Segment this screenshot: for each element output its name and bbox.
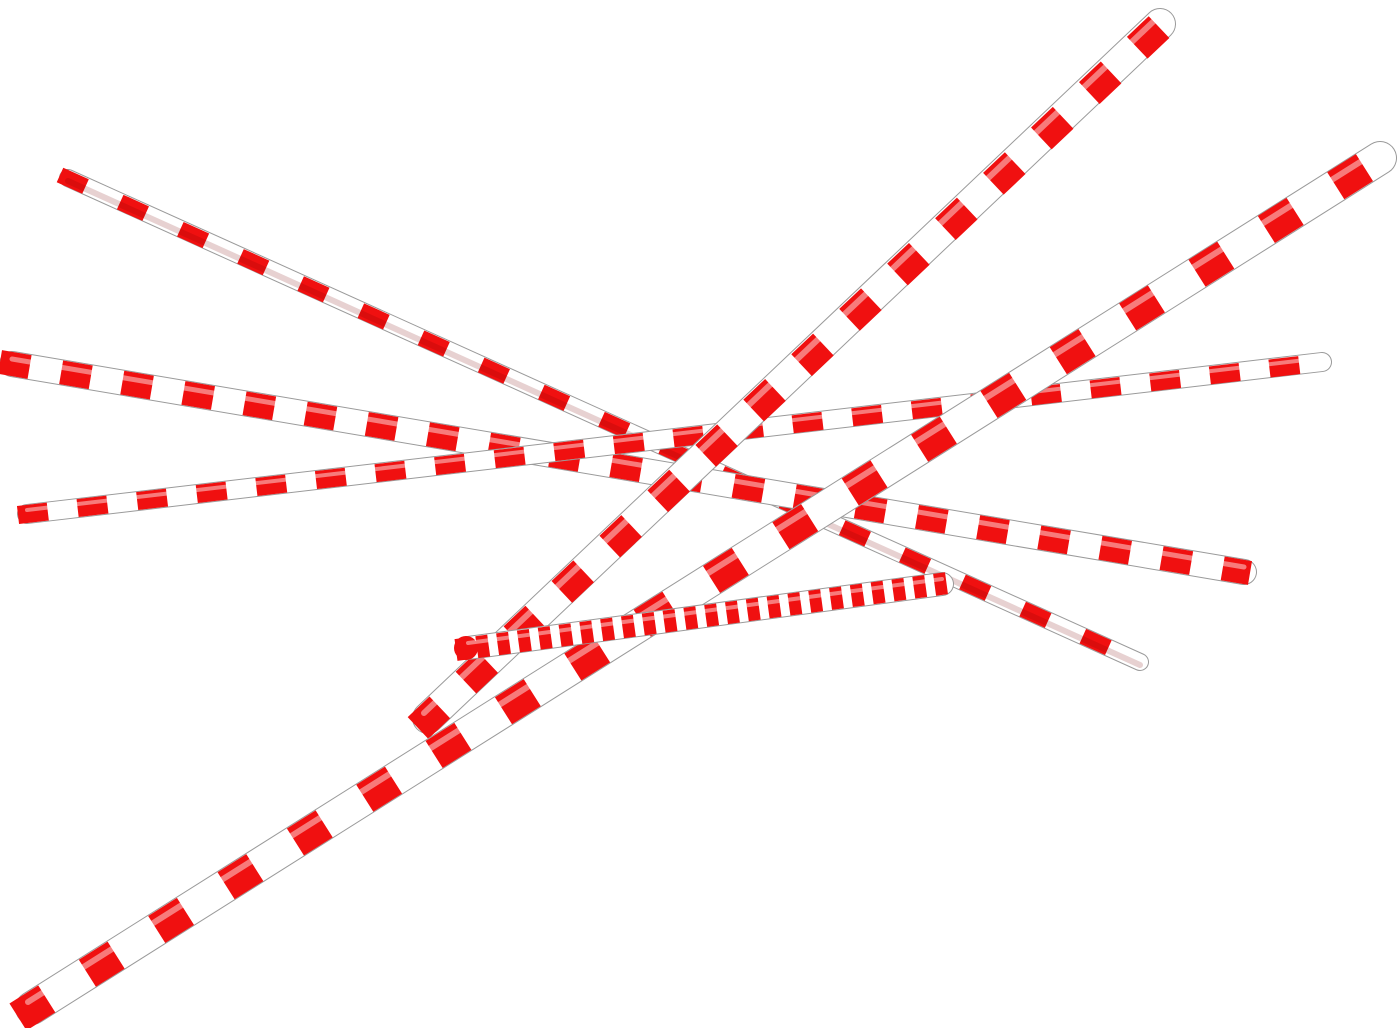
stick (9, 135, 1397, 1028)
stick-shine (9, 356, 1247, 570)
stick (407, 1, 1186, 739)
stick-shine (421, 16, 1159, 716)
stick-stripes (16, 353, 1327, 524)
stick-end (454, 636, 478, 660)
stick (454, 572, 954, 661)
stick-stripes (407, 1, 1186, 739)
stick (16, 352, 1332, 524)
stick (56, 167, 1149, 671)
stick-stripes (0, 350, 1252, 585)
stick-shine (25, 356, 1324, 512)
stick-shine (466, 577, 944, 645)
stick-body (413, 9, 1175, 733)
stick-stripes (9, 135, 1397, 1028)
stick (0, 350, 1257, 585)
stick-shine (25, 149, 1379, 1005)
stick-shade (65, 178, 1143, 668)
